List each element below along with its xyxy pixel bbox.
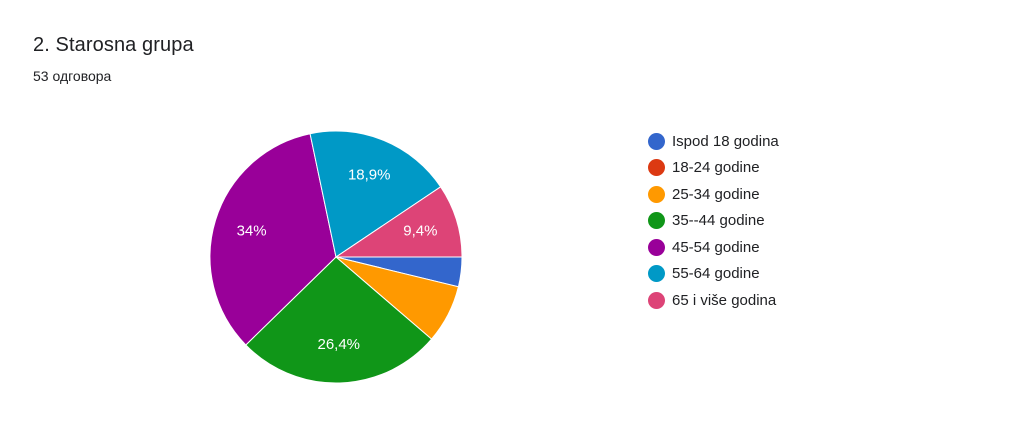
- legend-label: 25-34 godine: [672, 185, 760, 203]
- response-count: 53 одговора: [33, 68, 112, 84]
- legend-swatch: [648, 291, 665, 309]
- legend-label: 18-24 godine: [672, 159, 760, 177]
- legend-item: 45-54 godine: [648, 234, 779, 261]
- legend-item: Ispod 18 godina: [648, 128, 779, 155]
- chart-legend: Ispod 18 godina 18-24 godine 25-34 godine 3…: [648, 128, 779, 314]
- legend-swatch: [648, 265, 665, 283]
- slice-45-54-godine: [209, 133, 337, 346]
- slice-65-i-vi-e-godina-data-label: 9,4%: [403, 222, 437, 239]
- legend-item: 35--44 godine: [648, 208, 779, 235]
- legend-label: 35--44 godine: [672, 212, 765, 230]
- slice-45-54-godine-data-label: 34%: [237, 222, 267, 239]
- legend-label: 65 i više godina: [672, 291, 777, 309]
- legend-item: 25-34 godine: [648, 181, 779, 208]
- legend-swatch: [648, 185, 665, 203]
- legend-swatch: [648, 132, 665, 150]
- slice-55-64-godine: [309, 130, 442, 258]
- legend-label: 55-64 godine: [672, 265, 760, 283]
- slice-55-64-godine-data-label: 18,9%: [348, 166, 391, 183]
- legend-swatch: [648, 238, 665, 256]
- legend-item: 55-64 godine: [648, 261, 779, 288]
- question-title: 2. Starosna grupa: [33, 34, 194, 56]
- legend-swatch: [648, 212, 665, 230]
- legend-item: 65 i više godina: [648, 287, 779, 314]
- legend-label: 45-54 godine: [672, 238, 760, 256]
- slice-35-44-godine-data-label: 26,4%: [317, 336, 360, 353]
- pie-slices: [209, 130, 463, 384]
- slice-65-i-vi-e-godina: [334, 186, 463, 258]
- pie-data-labels: 26,4% 34% 18,9% 9,4%: [237, 166, 438, 353]
- legend-label: Ispod 18 godina: [672, 132, 779, 150]
- slice-35-44-godine: [245, 256, 433, 384]
- legend-item: 18-24 godine: [648, 155, 779, 182]
- legend-swatch: [648, 159, 665, 177]
